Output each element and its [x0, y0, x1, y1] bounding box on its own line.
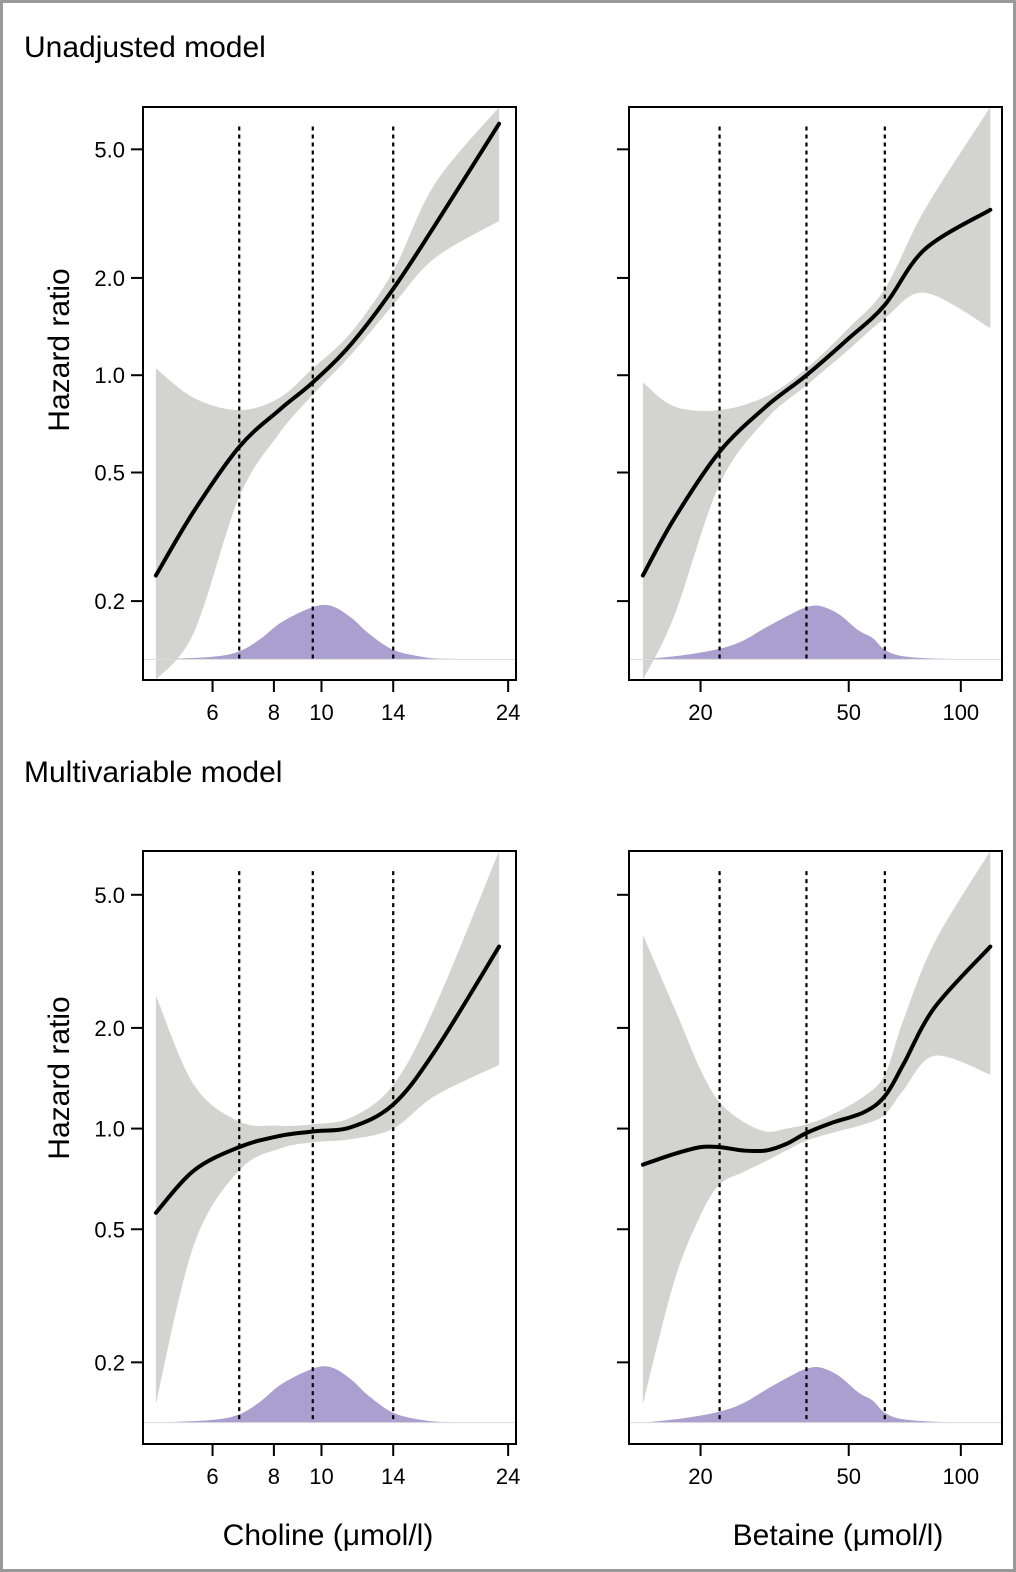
hazard-ratio-line: [153, 121, 502, 578]
x-tick-label: 14: [381, 1464, 405, 1489]
hazard-ratio-line: [640, 944, 993, 1167]
x-tick-label: 10: [309, 700, 333, 725]
chart-panel-unadjusted-betaine: 20 50 100: [617, 106, 1003, 725]
x-tick-label: 6: [206, 1464, 218, 1489]
plot-area: [629, 107, 1002, 680]
x-tick-label: 6: [206, 700, 218, 725]
confidence-band: [155, 851, 500, 1405]
plot-frame: [142, 106, 517, 681]
x-tick-label: 8: [268, 700, 280, 725]
y-tick-label: 1.0: [94, 363, 125, 388]
x-tick-label: 50: [836, 700, 860, 725]
x-axis-label-betaine: Betaine (μmol/l): [733, 1519, 944, 1552]
x-tick-label: 100: [942, 1464, 979, 1489]
hazard-ratio-line: [640, 207, 993, 578]
x-tick-label: 10: [309, 1464, 333, 1489]
y-axis-label-top: Hazard ratio: [43, 268, 76, 431]
y-tick-label: 2.0: [94, 266, 125, 291]
confidence-band: [642, 107, 991, 680]
density-distribution: [642, 605, 991, 660]
confidence-band: [155, 107, 500, 680]
y-tick-label: 5.0: [94, 883, 125, 908]
y-tick-label: 1.0: [94, 1117, 125, 1142]
plot-frame: [142, 850, 517, 1445]
x-tick-label: 8: [268, 1464, 280, 1489]
plot-area: [143, 851, 516, 1424]
x-tick-label: 24: [496, 700, 520, 725]
plot-area: [629, 851, 1002, 1424]
x-tick-label: 24: [496, 1464, 520, 1489]
x-tick-label: 20: [688, 700, 712, 725]
x-tick-label: 20: [688, 1464, 712, 1489]
chart-panel-unadjusted-choline: 0.2 0.5 1.0 2.0 5.0 6 8 10 14 24: [94, 106, 520, 725]
plot-frame: [628, 106, 1003, 681]
plot-area: [143, 107, 516, 680]
x-tick-label: 14: [381, 700, 405, 725]
y-axis-label-bottom: Hazard ratio: [43, 996, 76, 1159]
chart-panel-multivariable-betaine: 20 50 100: [617, 850, 1003, 1489]
density-distribution: [155, 1366, 500, 1423]
y-tick-label: 0.2: [94, 1350, 125, 1375]
y-tick-label: 2.0: [94, 1016, 125, 1041]
section-title-multivariable: Multivariable model: [24, 756, 282, 789]
y-tick-label: 0.5: [94, 461, 125, 486]
y-tick-label: 0.5: [94, 1217, 125, 1242]
x-axis-label-choline: Choline (μmol/l): [223, 1519, 434, 1552]
x-tick-label: 50: [836, 1464, 860, 1489]
density-distribution: [642, 1366, 991, 1423]
hazard-ratio-line: [153, 944, 502, 1215]
x-tick-label: 100: [942, 700, 979, 725]
y-tick-label: 0.2: [94, 589, 125, 614]
plot-frame: [628, 850, 1003, 1445]
chart-panel-multivariable-choline: 0.2 0.5 1.0 2.0 5.0 6 8 10 14 24: [94, 850, 520, 1489]
density-distribution: [155, 604, 500, 660]
section-title-unadjusted: Unadjusted model: [24, 31, 266, 64]
y-tick-label: 5.0: [94, 137, 125, 162]
